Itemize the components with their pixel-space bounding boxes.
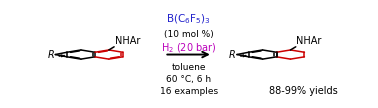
Text: 60 °C, 6 h: 60 °C, 6 h <box>166 75 211 84</box>
Text: B(C$_6$F$_5$)$_3$: B(C$_6$F$_5$)$_3$ <box>166 13 211 26</box>
Text: toluene: toluene <box>172 63 206 71</box>
Text: R: R <box>47 50 54 60</box>
Text: 88-99% yields: 88-99% yields <box>269 86 338 96</box>
Text: NHAr: NHAr <box>115 36 140 46</box>
Text: R: R <box>229 50 236 60</box>
Text: NHAr: NHAr <box>296 36 322 46</box>
Text: H$_2$ (20 bar): H$_2$ (20 bar) <box>161 41 217 55</box>
Text: 16 examples: 16 examples <box>160 87 218 96</box>
Text: (10 mol %): (10 mol %) <box>164 30 214 39</box>
